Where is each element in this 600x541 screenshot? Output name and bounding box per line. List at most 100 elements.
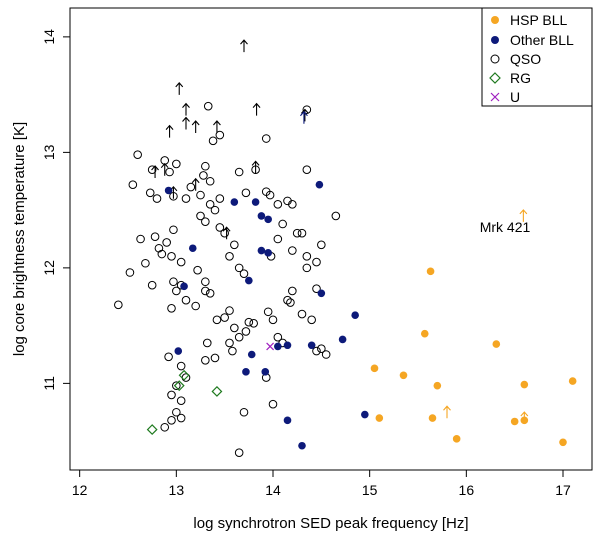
point-qso-upper-limits bbox=[175, 82, 184, 95]
point-qso bbox=[196, 190, 205, 200]
point-qso bbox=[265, 190, 275, 200]
point-qso bbox=[145, 188, 155, 198]
point-other-bll bbox=[245, 276, 253, 285]
point-qso bbox=[230, 323, 239, 333]
point-hsp-bll bbox=[510, 417, 519, 426]
y-tick-label: 11 bbox=[41, 376, 57, 391]
point-qso bbox=[208, 136, 218, 146]
point-hsp-bll bbox=[420, 329, 429, 338]
point-qso bbox=[167, 252, 176, 261]
legend-label-u: U bbox=[510, 89, 520, 105]
point-qso bbox=[283, 295, 292, 305]
point-other-bll bbox=[242, 368, 250, 376]
y-tick-label: 13 bbox=[41, 144, 57, 160]
point-qso bbox=[136, 234, 145, 244]
point-qso bbox=[167, 416, 176, 425]
point-qso bbox=[172, 407, 181, 417]
point-qso bbox=[302, 165, 312, 174]
point-other-bll bbox=[257, 246, 266, 255]
point-other-bll bbox=[315, 180, 324, 189]
point-qso bbox=[215, 130, 225, 140]
point-other-bll bbox=[317, 289, 326, 298]
point-hsp-bll bbox=[492, 340, 501, 348]
point-qso bbox=[268, 315, 278, 325]
point-hsp-bll bbox=[520, 416, 529, 425]
point-qso bbox=[160, 422, 170, 432]
point-qso bbox=[176, 396, 186, 406]
point-rg bbox=[211, 386, 223, 397]
point-qso-upper-limits bbox=[251, 160, 260, 174]
point-qso bbox=[125, 268, 135, 277]
point-qso bbox=[225, 306, 234, 315]
point-qso bbox=[172, 381, 181, 390]
point-qso bbox=[215, 194, 225, 203]
point-qso-upper-limits bbox=[240, 39, 248, 53]
point-other-bll bbox=[261, 368, 270, 376]
point-rg bbox=[173, 380, 185, 392]
point-qso bbox=[133, 150, 142, 159]
point-qso bbox=[302, 263, 312, 273]
point-qso bbox=[176, 257, 186, 267]
point-qso bbox=[172, 286, 181, 296]
axis-ticks: 12 13 14 15 16 17 11 12 13 14 bbox=[41, 29, 571, 498]
legend-label-other: Other BLL bbox=[510, 32, 574, 48]
point-qso bbox=[203, 101, 213, 111]
point-qso bbox=[169, 225, 178, 235]
point-qso bbox=[220, 313, 229, 322]
point-qso bbox=[210, 205, 220, 215]
point-qso-upper-limits bbox=[191, 177, 200, 191]
point-hsp-bll bbox=[559, 438, 567, 447]
point-qso bbox=[268, 399, 278, 409]
point-qso bbox=[263, 307, 273, 317]
plot-frame bbox=[69, 7, 593, 471]
point-qso bbox=[205, 176, 215, 186]
point-qso bbox=[302, 105, 312, 114]
point-qso bbox=[228, 346, 237, 356]
point-qso bbox=[165, 167, 174, 177]
point-qso bbox=[201, 161, 210, 171]
point-qso bbox=[273, 200, 283, 209]
point-qso bbox=[278, 219, 287, 229]
series-hsp-bll bbox=[370, 267, 577, 447]
point-qso bbox=[191, 301, 200, 311]
point-qso bbox=[273, 332, 283, 342]
point-qso bbox=[288, 200, 297, 209]
point-other-bll bbox=[251, 198, 260, 206]
point-hsp-bll bbox=[433, 381, 442, 390]
point-qso bbox=[292, 228, 302, 238]
series-qso-upper-limits bbox=[151, 39, 309, 240]
point-qso bbox=[234, 263, 244, 273]
series-hsp-upper-limits bbox=[443, 209, 529, 425]
series-rg bbox=[146, 369, 223, 436]
point-qso bbox=[331, 211, 341, 221]
point-hsp-bll bbox=[399, 371, 408, 380]
point-other-bll bbox=[338, 335, 347, 344]
point-hsp-bll bbox=[375, 414, 384, 422]
point-qso bbox=[152, 194, 162, 203]
x-tick-label: 12 bbox=[72, 482, 88, 498]
x-tick-label: 16 bbox=[459, 482, 475, 498]
point-qso bbox=[172, 159, 181, 169]
point-qso bbox=[239, 269, 249, 278]
point-qso bbox=[288, 286, 297, 296]
point-qso bbox=[312, 284, 321, 293]
point-qso bbox=[234, 167, 244, 177]
legend-box bbox=[481, 7, 593, 107]
point-qso bbox=[234, 332, 244, 342]
point-qso bbox=[234, 448, 244, 457]
point-qso bbox=[215, 223, 225, 232]
point-qso bbox=[167, 304, 176, 313]
point-qso bbox=[201, 355, 210, 365]
y-axis-label: log core brightness temperature [K] bbox=[11, 122, 28, 356]
series-other-bll bbox=[164, 180, 369, 450]
x-tick-label: 15 bbox=[362, 482, 378, 498]
point-qso bbox=[128, 180, 138, 190]
x-tick-label: 13 bbox=[169, 482, 185, 498]
point-qso bbox=[141, 258, 150, 268]
point-qso bbox=[212, 315, 222, 325]
point-hsp-bll bbox=[370, 364, 379, 373]
point-qso bbox=[241, 327, 251, 336]
point-qso-upper-limits bbox=[165, 124, 174, 138]
point-qso bbox=[114, 300, 123, 310]
